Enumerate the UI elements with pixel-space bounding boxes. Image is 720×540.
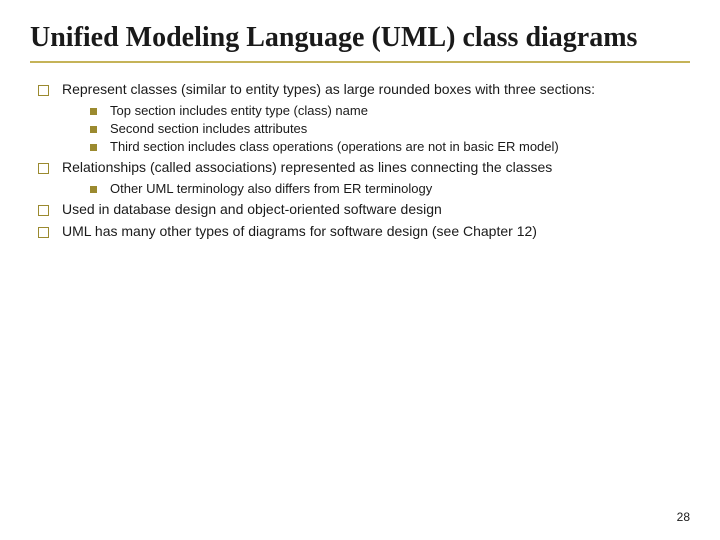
bullet-text: Relationships (called associations) repr…: [62, 159, 552, 175]
slide-content: Represent classes (similar to entity typ…: [30, 81, 690, 240]
bullet-item: Used in database design and object-orien…: [36, 201, 690, 219]
page-number: 28: [677, 510, 690, 524]
bullet-text: Used in database design and object-orien…: [62, 201, 442, 217]
bullet-text: UML has many other types of diagrams for…: [62, 223, 537, 239]
sub-bullet-item: Third section includes class operations …: [88, 139, 690, 155]
sub-bullet-item: Second section includes attributes: [88, 121, 690, 137]
sub-bullet-item: Other UML terminology also differs from …: [88, 181, 690, 197]
bullet-item: Relationships (called associations) repr…: [36, 159, 690, 197]
bullet-item: UML has many other types of diagrams for…: [36, 223, 690, 241]
bullet-item: Represent classes (similar to entity typ…: [36, 81, 690, 155]
slide-title: Unified Modeling Language (UML) class di…: [30, 20, 690, 63]
bullet-list-level2: Top section includes entity type (class)…: [62, 103, 690, 156]
bullet-list-level2: Other UML terminology also differs from …: [62, 181, 690, 197]
bullet-list-level1: Represent classes (similar to entity typ…: [30, 81, 690, 240]
sub-bullet-item: Top section includes entity type (class)…: [88, 103, 690, 119]
bullet-text: Represent classes (similar to entity typ…: [62, 81, 595, 97]
